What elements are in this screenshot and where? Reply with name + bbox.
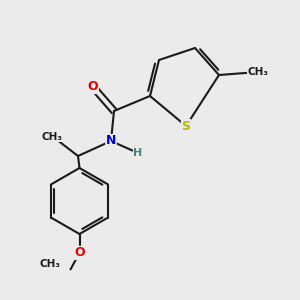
Text: CH₃: CH₃ bbox=[248, 67, 268, 77]
Text: S: S bbox=[182, 119, 190, 133]
Text: O: O bbox=[74, 246, 85, 260]
Text: H: H bbox=[134, 148, 142, 158]
Text: CH₃: CH₃ bbox=[42, 131, 63, 142]
Text: CH₃: CH₃ bbox=[39, 259, 60, 269]
Text: O: O bbox=[88, 80, 98, 94]
Text: N: N bbox=[106, 134, 116, 148]
